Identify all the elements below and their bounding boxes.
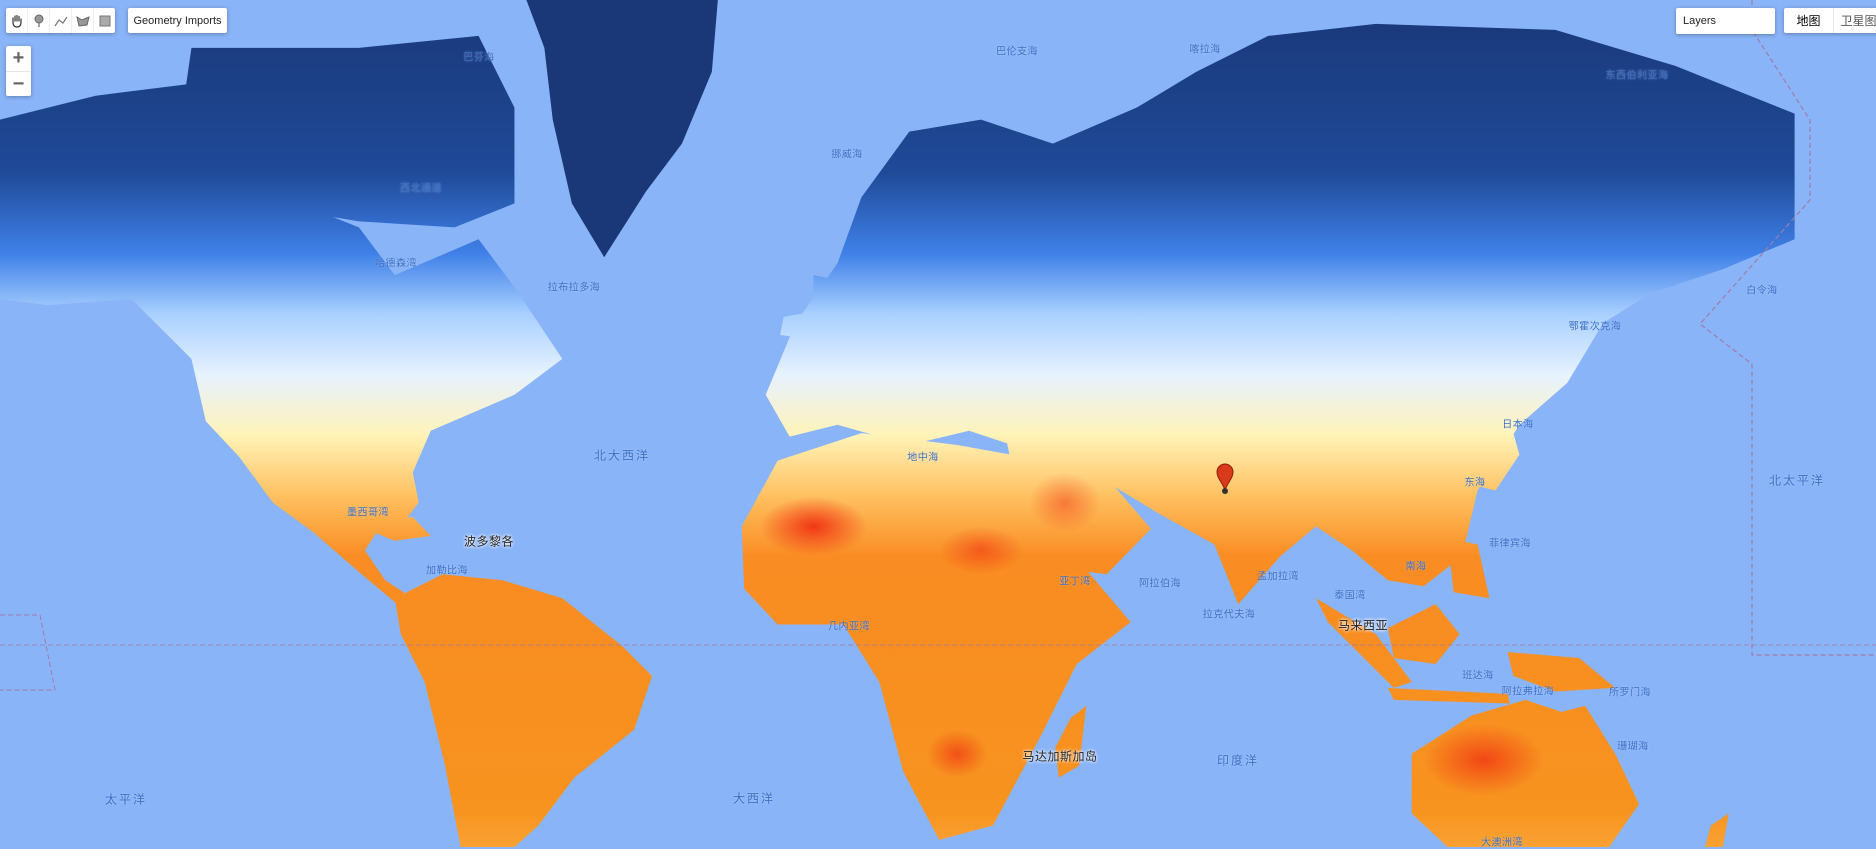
- polygon-icon: [75, 15, 90, 27]
- label-banda-sea: 班达海: [1462, 670, 1494, 682]
- label-hudson-bay: 哈德森湾: [375, 258, 417, 270]
- hand-icon: [11, 14, 22, 28]
- label-laccadive-sea: 拉克代夫海: [1202, 609, 1256, 621]
- map-pin-icon[interactable]: [1216, 463, 1234, 494]
- label-great-australian-bight: 大澳洲湾: [1481, 837, 1523, 849]
- boundary-line-west: [0, 614, 56, 691]
- rectangle-tool-button[interactable]: [94, 8, 115, 33]
- map-type-control: 地图 卫星图: [1784, 8, 1876, 33]
- date-line: [1699, 0, 1876, 656]
- label-barents-sea: 巴伦支海: [996, 46, 1038, 58]
- label-north-atlantic: 北大西洋: [593, 448, 651, 463]
- label-gulf-of-thailand: 泰国湾: [1334, 590, 1366, 602]
- label-bay-of-bengal: 孟加拉湾: [1257, 571, 1299, 583]
- label-east-siberian-sea: 东西伯利亚海: [1605, 70, 1669, 82]
- rectangle-icon: [99, 15, 110, 26]
- marker-icon: [34, 14, 43, 27]
- zoom-control: + −: [6, 46, 31, 96]
- label-philippine-sea: 菲律宾海: [1489, 538, 1531, 550]
- label-bering-sea: 白令海: [1746, 285, 1778, 297]
- southeast-asia-islands: [1316, 538, 1616, 704]
- line-tool-button[interactable]: [50, 8, 72, 33]
- map-type-satellite-button[interactable]: 卫星图: [1834, 8, 1876, 33]
- label-malaysia: 马来西亚: [1337, 618, 1389, 633]
- label-south-china-sea: 南海: [1405, 561, 1427, 573]
- label-solomon-sea: 所罗门海: [1609, 687, 1651, 699]
- label-labrador-sea: 拉布拉多海: [547, 282, 601, 294]
- label-northwest-passage: 西北通道: [400, 183, 442, 195]
- label-puerto-rico: 波多黎各: [463, 534, 515, 549]
- point-tool-button[interactable]: [28, 8, 50, 33]
- label-caribbean-sea: 加勒比海: [426, 565, 468, 577]
- greenland: [526, 0, 718, 258]
- label-sea-of-japan: 日本海: [1502, 419, 1534, 431]
- zoom-out-button[interactable]: −: [12, 73, 25, 95]
- madagascar: [1055, 705, 1087, 778]
- layers-button[interactable]: Layers: [1676, 8, 1775, 34]
- south-america: [394, 574, 653, 847]
- label-norwegian-sea: 挪威海: [831, 149, 863, 161]
- label-gulf-of-guinea: 几内亚湾: [828, 621, 870, 633]
- zoom-in-button[interactable]: +: [6, 46, 31, 72]
- label-madagascar: 马达加斯加岛: [1022, 749, 1098, 764]
- label-coral-sea: 珊瑚海: [1617, 741, 1649, 753]
- label-atlantic: 大西洋: [732, 791, 776, 806]
- label-east-china-sea: 东海: [1464, 477, 1486, 489]
- label-gulf-of-aden: 亚丁湾: [1059, 576, 1091, 588]
- drawing-toolbar: [6, 8, 115, 33]
- label-arabian-sea: 阿拉伯海: [1139, 578, 1181, 590]
- label-pacific: 太平洋: [104, 792, 148, 807]
- label-kara-sea: 喀拉海: [1189, 44, 1221, 56]
- label-gulf-of-mexico: 墨西哥湾: [347, 507, 389, 519]
- geometry-imports-button[interactable]: Geometry Imports: [128, 8, 227, 33]
- north-america: [0, 35, 563, 605]
- label-baffin-bay: 巴芬海: [463, 52, 495, 64]
- label-sea-of-okhotsk: 鄂霍次克海: [1568, 321, 1622, 333]
- eurasia: [765, 23, 1795, 605]
- map-type-map-button[interactable]: 地图: [1784, 8, 1834, 33]
- polyline-icon: [54, 16, 67, 26]
- label-north-pacific: 北太平洋: [1768, 473, 1826, 488]
- polygon-tool-button[interactable]: [72, 8, 94, 33]
- pan-tool-button[interactable]: [6, 8, 28, 33]
- label-indian-ocean: 印度洋: [1216, 753, 1260, 768]
- antarctic-edge-new-zealand: [1704, 813, 1729, 847]
- label-arafura-sea: 阿拉弗拉海: [1501, 686, 1555, 698]
- label-mediterranean: 地中海: [907, 452, 939, 464]
